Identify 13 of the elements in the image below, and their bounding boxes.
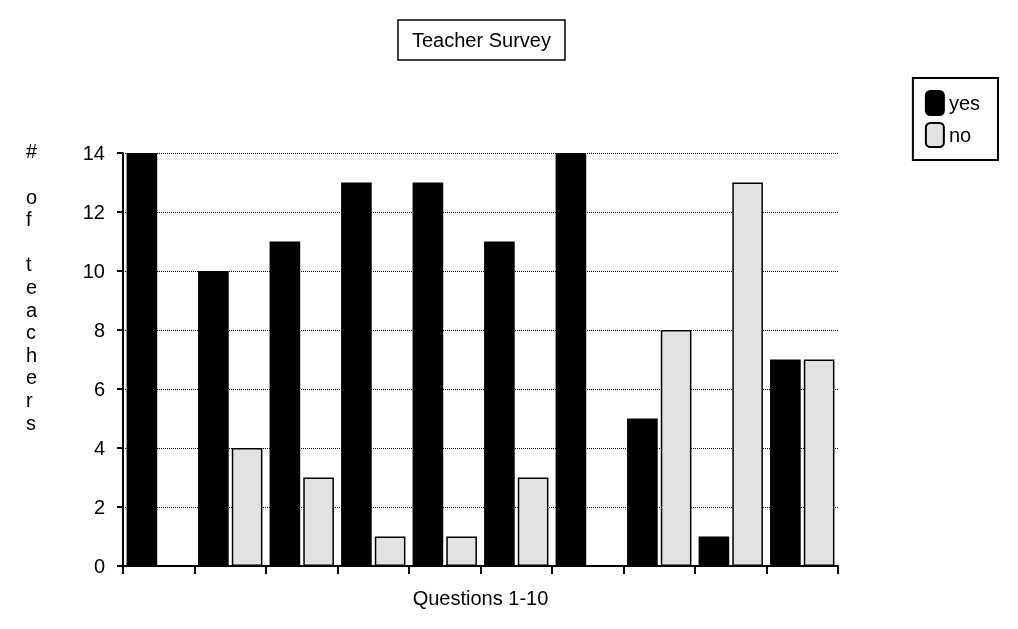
legend-label: no [948, 124, 972, 146]
y-tick-label: 0 [93, 555, 105, 577]
y-tick-label: 12 [82, 201, 105, 223]
text: # of teachers [26, 140, 38, 434]
y-tick-label: 2 [93, 496, 105, 518]
chart-title: Teacher Survey [412, 29, 551, 51]
y-tick-label: 10 [82, 260, 105, 282]
y-tick-label: 8 [93, 319, 105, 341]
y-tick-label: 6 [93, 378, 105, 400]
y-tick-label: 4 [93, 437, 105, 459]
y-tick-label: 14 [82, 142, 105, 164]
x-axis-title: Questions 1-10 [412, 587, 549, 609]
legend-label: yes [948, 92, 980, 114]
